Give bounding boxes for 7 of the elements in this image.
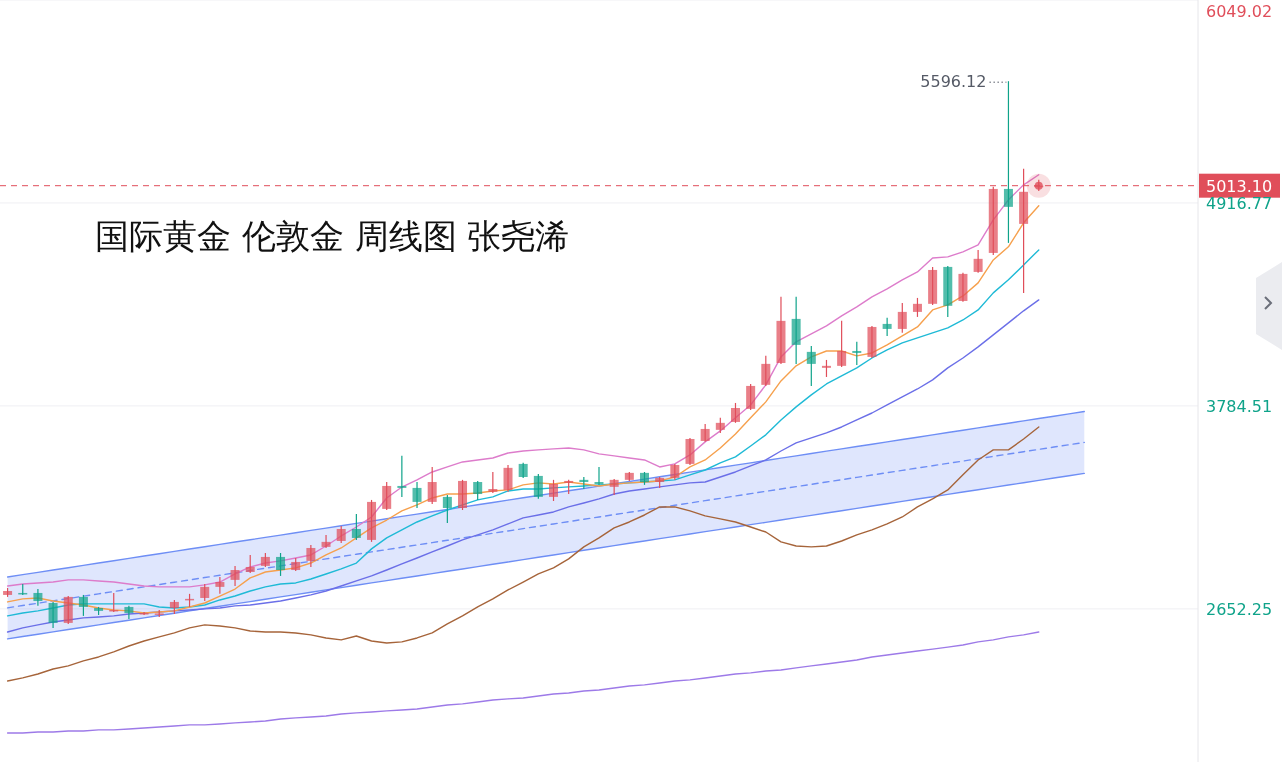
annotation: 5596.12 [920, 72, 987, 92]
text: 国际黄金 伦敦金 周线图 张尧浠 [95, 216, 570, 256]
ref-line-label: 5013.10 [1206, 176, 1273, 196]
y-tick-label: 3784.51 [1206, 396, 1273, 416]
y-tick-label: 4916.77 [1206, 193, 1273, 213]
y-tick-label: 6049.02 [1206, 2, 1273, 21]
y-tick-label: 2652.25 [1206, 599, 1273, 619]
